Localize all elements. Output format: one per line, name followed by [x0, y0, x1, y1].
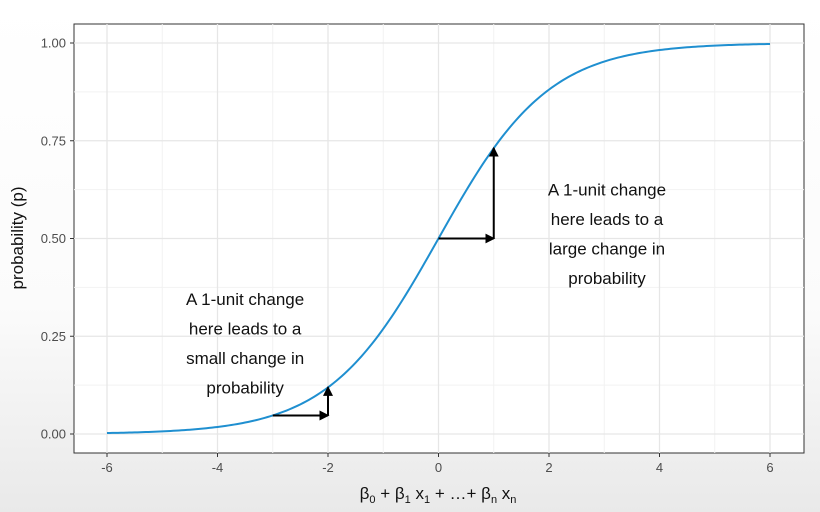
grid-major — [74, 24, 804, 453]
y-tick-label: 0.50 — [41, 231, 66, 246]
x-tick-label: -4 — [212, 460, 224, 475]
x-title-x1-sub: 1 — [424, 494, 430, 506]
y-tick-label: 0.75 — [41, 133, 66, 148]
x-title-beta0-sub: 0 — [369, 494, 375, 506]
x-axis: -6 -4 -2 0 2 4 6 — [101, 453, 774, 475]
y-tick-label: 0.00 — [41, 427, 66, 442]
x-title-beta1-sub: 1 — [405, 494, 411, 506]
x-tick-label: 2 — [545, 460, 552, 475]
x-tick-label: 6 — [766, 460, 773, 475]
annotation-text: A 1-unit change here leads to a small chan… — [186, 290, 304, 398]
annotation-line: here leads to a — [551, 210, 664, 229]
x-title-betan-sub: n — [491, 494, 497, 506]
x-title-beta1: β — [395, 484, 405, 503]
x-axis-title: β0 + β1 x1 + …+ βn xn — [360, 484, 517, 506]
annotation-line: probability — [568, 269, 646, 288]
y-axis-title: probability (p) — [8, 187, 27, 290]
y-axis: 0.00 0.25 0.50 0.75 1.00 — [41, 36, 74, 442]
annotation-text: A 1-unit change here leads to a large chan… — [548, 180, 666, 287]
x-title-beta0: β — [360, 484, 370, 503]
x-title-betan: β — [481, 484, 491, 503]
x-title-xn-sub: n — [510, 494, 516, 506]
x-tick-label: 4 — [656, 460, 663, 475]
x-title-x1: x — [411, 484, 425, 503]
annotation-line: here leads to a — [189, 319, 302, 338]
y-tick-label: 0.25 — [41, 329, 66, 344]
x-title-mid: + …+ — [430, 484, 481, 503]
x-title-xn: x — [497, 484, 511, 503]
annotation-line: A 1-unit change — [186, 290, 304, 309]
annotations: A 1-unit change here leads to a small chan… — [186, 180, 666, 397]
x-tick-label: -2 — [322, 460, 334, 475]
annotation-line: probability — [206, 378, 284, 397]
step-arrows — [272, 146, 499, 421]
x-tick-label: 0 — [435, 460, 442, 475]
x-title-plus: + — [375, 484, 394, 503]
x-tick-label: -6 — [101, 460, 113, 475]
annotation-line: large change in — [549, 239, 665, 258]
annotation-line: small change in — [186, 349, 304, 368]
y-tick-label: 1.00 — [41, 36, 66, 51]
annotation-line: A 1-unit change — [548, 180, 666, 199]
